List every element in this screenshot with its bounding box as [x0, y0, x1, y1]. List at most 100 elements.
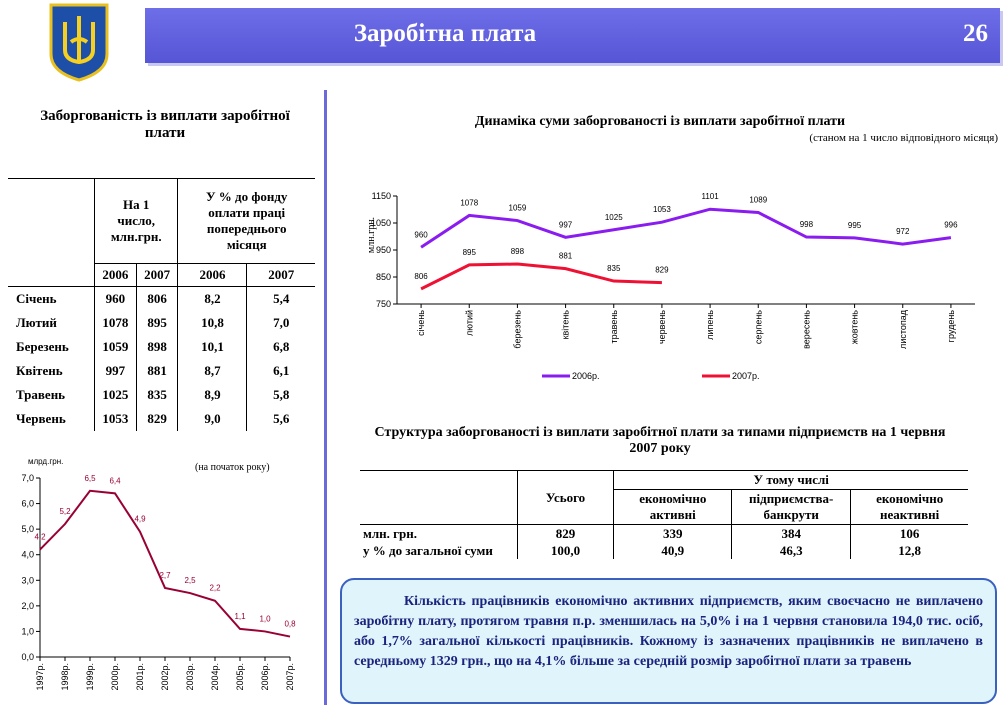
data-label: 972: [896, 227, 910, 236]
data-row: Квітень 997 881 8,7 6,1: [8, 359, 315, 383]
data-row: Червень 1053 829 9,0 5,6: [8, 407, 315, 431]
cell: 829: [135, 407, 178, 431]
cell: 895: [135, 311, 178, 335]
legend-label: 2006р.: [572, 371, 600, 381]
year-header: 2007: [135, 263, 178, 287]
data-label: 2,7: [159, 571, 171, 580]
annotation: (на початок року): [195, 462, 270, 473]
y-tick-label: 3,0: [21, 575, 34, 585]
x-tick-label: 2005р.: [235, 663, 245, 691]
chart-title: Динаміка суми заборгованості із виплати …: [475, 114, 845, 129]
cell: 1053: [94, 407, 137, 431]
data-label: 998: [800, 220, 814, 229]
y-axis-label: млн.грн.: [366, 217, 377, 253]
row-label: Січень: [16, 291, 57, 306]
column-header: підприємства-банкрути: [731, 489, 851, 525]
x-tick-label: жовтень: [850, 310, 860, 345]
page-number: 26: [963, 20, 988, 47]
x-tick-label: квітень: [561, 310, 571, 340]
x-tick-label: липень: [705, 310, 715, 340]
data-label: 1053: [653, 205, 671, 214]
cell: 6,1: [246, 359, 315, 383]
cell: 960: [94, 286, 137, 311]
x-tick-label: січень: [416, 310, 426, 336]
column-header: У % до фонду оплати праці попереднього м…: [177, 178, 315, 264]
data-label: 996: [944, 221, 958, 230]
data-label: 1101: [701, 192, 719, 201]
x-tick-label: травень: [609, 310, 619, 344]
corner-cell: [8, 179, 95, 287]
data-label: 995: [848, 221, 862, 230]
data-label: 1,1: [234, 612, 246, 621]
data-label: 829: [655, 266, 669, 275]
data-row: Травень 1025 835 8,9 5,8: [8, 383, 315, 407]
cell: 835: [135, 383, 178, 407]
year-header: 2006: [177, 263, 247, 287]
total-header: Усього: [516, 470, 614, 525]
x-tick-label: березень: [512, 310, 522, 349]
cell: 1025: [94, 383, 137, 407]
row-label: Травень: [16, 387, 66, 402]
data-label: 2,5: [184, 576, 196, 585]
emblem: [49, 3, 109, 82]
y-tick-label: 1150: [372, 191, 391, 201]
data-label: 881: [559, 252, 573, 261]
x-tick-label: серпень: [753, 310, 763, 344]
x-tick-label: 2003р.: [185, 663, 195, 691]
cell: 881: [135, 359, 178, 383]
y-axis-label: млрд.грн.: [28, 457, 63, 466]
data-label: 806: [414, 272, 428, 281]
x-tick-label: грудень: [946, 310, 956, 343]
data-label: 1078: [460, 198, 478, 207]
cell: 5,4: [246, 286, 315, 311]
row-label: Квітень: [16, 363, 63, 378]
header-title: Заробітна плата: [353, 20, 537, 47]
y-tick-label: 1050: [371, 218, 391, 228]
y-tick-label: 950: [376, 245, 391, 255]
cell: 8,7: [177, 359, 247, 383]
debt-table-title: Заборгованість із виплати заробітної пла…: [40, 108, 290, 141]
header-row: Усього У тому числі: [360, 470, 968, 525]
y-tick-label: 0,0: [21, 652, 34, 662]
data-label: 6,4: [109, 476, 121, 485]
cell: 8,2: [177, 286, 247, 311]
cell: 806: [135, 286, 178, 311]
cell: 12,8: [850, 542, 968, 559]
x-tick-label: 2002р.: [160, 663, 170, 691]
data-label: 2,2: [209, 584, 221, 593]
x-tick-label: листопад: [898, 309, 908, 349]
group-header: У тому числі: [613, 470, 968, 490]
chart-debt-yearly: млрд.грн. (на початок року) 0,0 1,0 2,0 3,0 4,…: [21, 457, 296, 691]
data-label: 4,2: [34, 533, 46, 542]
cell: 6,8: [246, 335, 315, 359]
cell: 1059: [94, 335, 137, 359]
x-tick-label: 2001р.: [135, 663, 145, 691]
cell: 5,8: [246, 383, 315, 407]
row-label: Лютий: [16, 315, 57, 330]
data-row: Січень 960 806 8,2 5,4: [8, 286, 315, 311]
structure-table: Усього У тому числі економічно активні підп…: [360, 470, 968, 559]
note: Кількість працівників економічно активни…: [340, 578, 997, 704]
series-line: [39, 489, 291, 638]
y-tick-label: 5,0: [21, 524, 34, 534]
data-label: 6,5: [84, 474, 96, 483]
y-tick-label: 850: [376, 272, 391, 282]
y-tick-label: 1,0: [21, 626, 34, 636]
separator: [324, 90, 327, 705]
column-header: На 1 число, млн.грн.: [93, 178, 178, 264]
data-row: Березень 1059 898 10,1 6,8: [8, 335, 315, 359]
x-tick-label: 2004р.: [210, 663, 220, 691]
corner-cell: [360, 471, 517, 525]
cell: 10,8: [177, 311, 247, 335]
row-label: у % до загальної суми: [363, 542, 493, 558]
data-row: у % до загальної суми 100,0 40,9 46,3 12,8: [360, 542, 968, 559]
cell: 898: [135, 335, 178, 359]
header-row: На 1 число, млн.грн. У % до фонду оплати …: [8, 178, 315, 264]
cell: 46,3: [731, 542, 851, 559]
data-row: млн. грн. 829 339 384 106: [360, 524, 968, 542]
cell: 1078: [94, 311, 137, 335]
data-label: 1059: [509, 204, 527, 213]
cell: 10,1: [177, 335, 247, 359]
cell: 829: [516, 524, 614, 542]
structure-title: Структура заборгованості із виплати заро…: [374, 425, 946, 456]
